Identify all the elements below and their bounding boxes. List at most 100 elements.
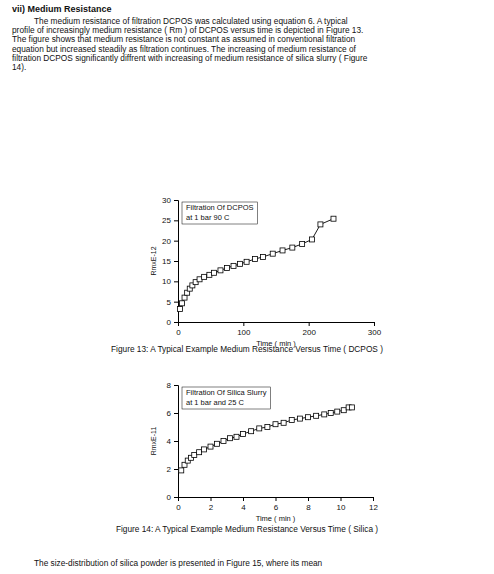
tick-mark — [341, 497, 342, 501]
axis-line — [174, 386, 179, 498]
tick-mark — [174, 302, 178, 303]
tick-mark — [308, 497, 309, 501]
tick-label: 2 — [209, 503, 214, 512]
title-box — [182, 202, 258, 224]
chart-title: Filtration Of DCPOS — [186, 203, 254, 212]
data-point — [228, 436, 233, 441]
tick-mark — [174, 441, 178, 442]
data-point — [280, 248, 285, 253]
tick: 0 — [167, 493, 178, 502]
title-box — [182, 387, 270, 409]
tick-label: 0 — [176, 328, 181, 337]
tick: 5 — [167, 298, 178, 307]
y-axis-title: RmxE-12 — [150, 246, 157, 275]
tick: 200 — [302, 322, 316, 337]
tick: 4 — [241, 497, 246, 512]
plot-area — [177, 216, 336, 311]
data-point — [234, 434, 239, 439]
data-point — [300, 241, 305, 246]
tick: 8 — [167, 381, 178, 390]
tick-label: 12 — [369, 503, 378, 512]
tick-mark — [243, 322, 244, 326]
data-point — [349, 405, 354, 410]
tick: 20 — [162, 237, 178, 246]
y-axis-title: RmxE-11 — [150, 427, 157, 456]
tick: 6 — [167, 409, 178, 418]
tick-label: 100 — [237, 328, 251, 337]
tick-label: 25 — [162, 216, 171, 225]
data-point — [238, 261, 243, 266]
tick-label: 2 — [167, 465, 172, 474]
data-point — [289, 418, 294, 423]
y-axis: 0 2 4 6 8 — [167, 381, 179, 502]
paragraph-line: 14). — [12, 62, 26, 72]
data-point — [273, 422, 278, 427]
data-point — [281, 420, 286, 425]
chart-subtitle: at 1 bar and 25 C — [186, 398, 245, 407]
data-point — [208, 444, 213, 449]
tick-label: 6 — [167, 409, 172, 418]
data-point — [290, 245, 295, 250]
data-point — [314, 413, 319, 418]
x-axis: 0 100 200 300 — [176, 322, 381, 337]
data-point — [328, 411, 333, 416]
title-group: Filtration Of Silica Slurryat 1 bar and … — [182, 387, 270, 409]
paragraph-line: filtration DCPOS significantly diffrent … — [12, 53, 368, 63]
x-axis: 024681012 — [176, 497, 378, 512]
tick-label: 6 — [274, 503, 279, 512]
tick-mark — [174, 413, 178, 414]
axis-line — [179, 323, 375, 327]
tick-label: 0 — [167, 318, 172, 327]
caption: Figure 14: A Typical Example Medium Resi… — [116, 524, 378, 534]
tick: 30 — [162, 196, 178, 205]
page: vii) Medium ResistanceThe medium resista… — [0, 0, 494, 574]
tick-label: 300 — [368, 328, 382, 337]
tick-label: 15 — [162, 257, 171, 266]
tick: 2 — [167, 465, 178, 474]
data-point — [211, 270, 216, 275]
data-point — [202, 447, 207, 452]
data-point — [318, 222, 323, 227]
tick: 2 — [209, 497, 214, 512]
data-line — [180, 219, 334, 309]
tick: 10 — [162, 277, 178, 286]
chart-title: Filtration Of Silica Slurry — [186, 388, 267, 397]
tick-mark — [174, 322, 178, 323]
tick-mark — [276, 497, 277, 501]
tick-mark — [174, 281, 178, 282]
tick-label: 10 — [337, 503, 346, 512]
tick: 100 — [237, 322, 251, 337]
tick-label: 20 — [162, 237, 171, 246]
tick-label: 200 — [302, 328, 316, 337]
tick-mark — [174, 497, 178, 498]
data-point — [221, 439, 226, 444]
data-point — [192, 453, 197, 458]
data-point — [341, 408, 346, 413]
tick-mark — [174, 261, 178, 262]
tick-label: 10 — [162, 277, 171, 286]
tick: 0 — [167, 318, 178, 327]
tick-mark — [174, 241, 178, 242]
tick-label: 30 — [162, 196, 171, 205]
tick-mark — [174, 385, 178, 386]
tick: 15 — [162, 257, 178, 266]
tick: 10 — [337, 497, 346, 512]
data-point — [182, 295, 187, 300]
tick-mark — [309, 322, 310, 326]
data-point — [218, 268, 223, 273]
data-point — [249, 429, 254, 434]
y-axis: 0 5 10 15 20 25 30 — [162, 196, 178, 327]
data-point — [253, 256, 258, 261]
chart: 0100200300051015202530Time ( min )RmxE-1… — [150, 196, 382, 348]
tick-label: 4 — [241, 503, 246, 512]
tick-label: 4 — [167, 437, 172, 446]
chart: 02468101202468Time ( min )RmxE-11Filtrat… — [150, 381, 378, 523]
data-point — [257, 426, 262, 431]
plot-area — [179, 405, 355, 473]
tick-label: 5 — [167, 298, 172, 307]
tick-label: 8 — [167, 381, 172, 390]
data-point — [197, 450, 202, 455]
data-point — [202, 274, 207, 279]
tick-label: 8 — [306, 503, 311, 512]
data-point — [309, 237, 314, 242]
